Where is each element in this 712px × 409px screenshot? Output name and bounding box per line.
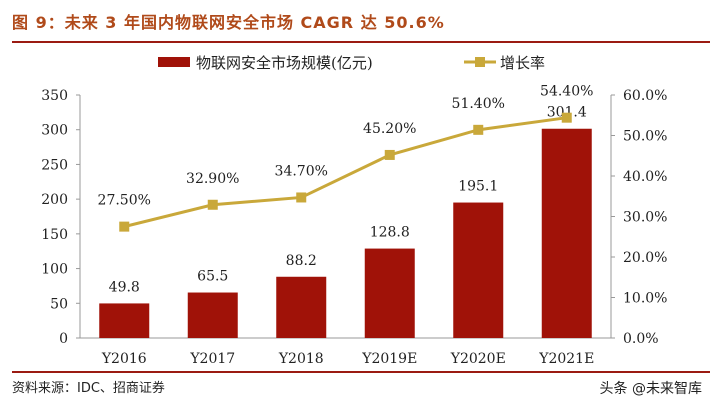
bar bbox=[187, 292, 238, 338]
right-tick-label: 60.0% bbox=[623, 88, 667, 104]
x-tick-label: Y2016 bbox=[101, 351, 147, 367]
bar-data-label: 128.8 bbox=[370, 225, 410, 241]
x-tick-label: Y2021E bbox=[538, 351, 594, 367]
growth-data-label: 54.40% bbox=[540, 84, 593, 100]
right-tick-label: 0.0% bbox=[623, 331, 659, 347]
legend-line-marker bbox=[475, 57, 485, 67]
growth-data-label: 34.70% bbox=[275, 163, 328, 179]
bar bbox=[453, 202, 504, 338]
growth-line bbox=[123, 116, 567, 229]
bar bbox=[364, 248, 415, 338]
watermark: 头条 @未来智库 bbox=[599, 381, 702, 397]
growth-point bbox=[207, 199, 218, 210]
growth-point bbox=[473, 124, 484, 135]
growth-data-label: 51.40% bbox=[452, 96, 505, 112]
left-tick-label: 200 bbox=[41, 192, 68, 208]
x-tick-label: Y2020E bbox=[450, 351, 506, 367]
left-tick-label: 300 bbox=[41, 123, 68, 139]
right-tick-label: 40.0% bbox=[623, 169, 667, 185]
left-tick-label: 150 bbox=[41, 227, 68, 243]
legend-line-label: 增长率 bbox=[500, 54, 545, 72]
footer-divider bbox=[12, 371, 710, 373]
growth-data-label: 32.90% bbox=[186, 171, 239, 187]
bar-data-label: 195.1 bbox=[458, 179, 498, 195]
bar-data-label: 65.5 bbox=[197, 269, 228, 285]
left-tick-label: 250 bbox=[41, 157, 68, 173]
legend-bar-label: 物联网安全市场规模(亿元) bbox=[196, 54, 373, 72]
growth-point bbox=[384, 149, 395, 160]
right-tick-label: 30.0% bbox=[623, 210, 667, 226]
figure-title: 图 9：未来 3 年国内物联网安全市场 CAGR 达 50.6% bbox=[12, 13, 445, 32]
title-divider bbox=[12, 41, 710, 43]
growth-point bbox=[561, 112, 572, 123]
right-tick-label: 10.0% bbox=[623, 291, 667, 307]
bar-data-label: 88.2 bbox=[286, 253, 317, 269]
growth-data-label: 45.20% bbox=[363, 121, 416, 137]
bar-data-label: 49.8 bbox=[109, 279, 140, 295]
left-tick-label: 350 bbox=[41, 88, 68, 104]
bar bbox=[541, 128, 592, 338]
right-tick-label: 50.0% bbox=[623, 129, 667, 145]
growth-data-label: 27.50% bbox=[98, 193, 151, 209]
x-tick-label: Y2019E bbox=[361, 351, 417, 367]
chart: 0 50 100 150 200 250 300 350 0.0% 10.0% 20.0% 30.0%… bbox=[41, 54, 667, 367]
bar bbox=[276, 276, 327, 338]
x-tick-label: Y2017 bbox=[189, 351, 235, 367]
left-tick-label: 50 bbox=[50, 296, 68, 312]
x-tick-label: Y2018 bbox=[278, 351, 324, 367]
right-tick-label: 20.0% bbox=[623, 250, 667, 266]
growth-point bbox=[296, 192, 307, 203]
growth-point bbox=[119, 221, 130, 232]
source-note: 资料来源：IDC、招商证券 bbox=[12, 381, 165, 396]
left-tick-label: 0 bbox=[59, 331, 68, 347]
bar bbox=[99, 303, 150, 338]
legend-bar-swatch bbox=[158, 57, 190, 67]
left-tick-label: 100 bbox=[41, 262, 68, 278]
